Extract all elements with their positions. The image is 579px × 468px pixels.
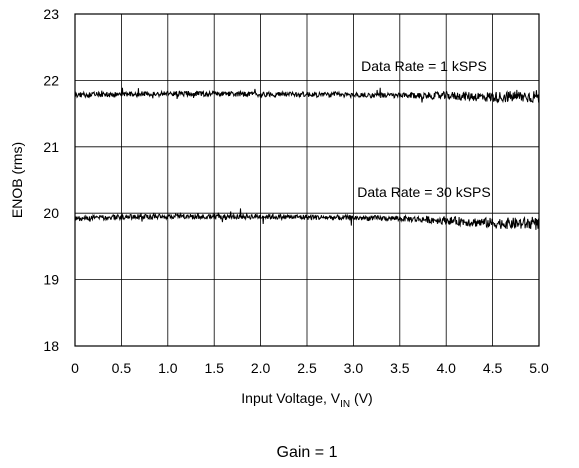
y-tick-labels: 18 19 20 21 22 23 [43,6,59,354]
x-tick-label: 0.5 [112,360,132,376]
x-tick-label: 2.0 [251,360,271,376]
caption: Gain = 1 [277,444,338,461]
x-tick-label: 0 [71,360,79,376]
x-axis-label-main: Input Voltage, V [241,390,341,406]
x-tick-label: 4.0 [436,360,456,376]
series-group [74,87,540,230]
y-tick-label: 18 [43,338,59,354]
series-line-1 [74,208,540,230]
y-tick-label: 21 [43,139,59,155]
x-tick-label: 1.0 [158,360,178,376]
x-tick-label: 1.5 [204,360,224,376]
x-tick-labels: 0 0.5 1.0 1.5 2.0 2.5 3.0 3.5 4.0 4.5 5.0 [71,360,549,376]
y-tick-label: 22 [43,72,59,88]
y-tick-label: 20 [43,205,59,221]
y-axis-label: ENOB (rms) [9,142,25,218]
x-tick-label: 4.5 [483,360,503,376]
x-axis-label: Input Voltage, VIN (V) [241,390,372,410]
y-tick-label: 19 [43,272,59,288]
annotation-1ksps: Data Rate = 1 kSPS [361,58,487,74]
plot-frame [74,13,540,347]
x-axis-label-subscript: IN [340,399,350,410]
x-tick-label: 3.0 [344,360,364,376]
series-line-0 [74,87,540,104]
x-tick-label: 3.5 [390,360,410,376]
x-axis-label-unit: (V) [350,390,373,406]
x-tick-label: 5.0 [529,360,549,376]
annotation-30ksps: Data Rate = 30 kSPS [357,184,490,200]
x-tick-label: 2.5 [297,360,317,376]
y-tick-label: 23 [43,6,59,22]
